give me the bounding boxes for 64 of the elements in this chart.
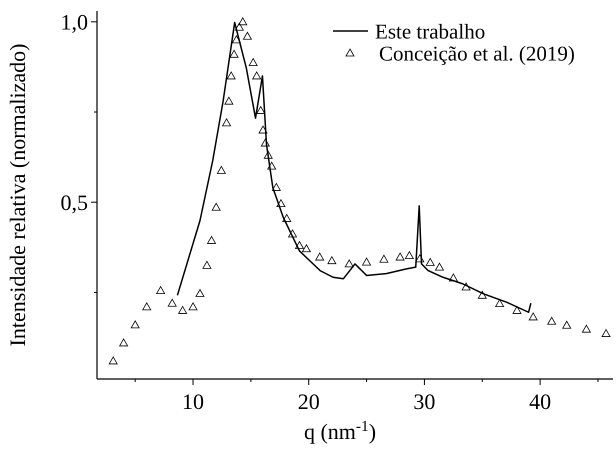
point <box>243 32 252 40</box>
point <box>547 316 556 325</box>
x-axis-title: q (nm$^{-1}$) <box>304 418 376 444</box>
point <box>226 72 236 80</box>
point <box>435 262 444 271</box>
point <box>344 260 354 268</box>
y-tick-label: 0,5 <box>60 190 88 215</box>
point <box>362 258 371 266</box>
point <box>222 118 231 126</box>
point <box>272 183 281 191</box>
point <box>168 298 177 307</box>
point <box>224 96 234 105</box>
point <box>582 324 591 333</box>
point <box>252 72 262 80</box>
legend-label: Este trabalho <box>375 19 486 44</box>
point <box>207 236 216 244</box>
x-tick-label: 40 <box>529 389 552 414</box>
x-tick-label: 10 <box>182 389 204 414</box>
point <box>119 338 128 346</box>
point <box>188 302 198 310</box>
point <box>415 254 424 262</box>
x-tick-label: 20 <box>298 389 320 414</box>
point <box>142 302 152 310</box>
point <box>238 17 248 26</box>
point <box>232 35 241 44</box>
point <box>478 290 487 299</box>
point <box>196 289 204 297</box>
y-axis-title: Intensidade relativa (normalizado) <box>5 44 30 346</box>
point <box>248 58 258 66</box>
point <box>295 241 304 249</box>
y-tick-label: 1,0 <box>60 10 88 35</box>
point <box>462 282 470 290</box>
point <box>426 258 435 266</box>
point <box>315 252 324 260</box>
point <box>528 312 538 320</box>
point <box>234 22 244 31</box>
point <box>288 230 297 238</box>
point <box>327 256 336 264</box>
point <box>282 214 292 222</box>
point <box>212 202 221 211</box>
point <box>258 126 268 134</box>
point <box>230 50 238 58</box>
point <box>276 199 286 208</box>
point <box>260 138 270 146</box>
point <box>602 329 610 337</box>
point <box>202 260 212 269</box>
point <box>396 252 405 260</box>
point <box>302 244 311 252</box>
point <box>256 106 266 114</box>
point <box>108 356 118 364</box>
point <box>448 274 458 282</box>
point <box>404 251 414 260</box>
point <box>380 254 388 263</box>
point <box>178 306 188 314</box>
point <box>264 150 273 159</box>
point <box>156 286 166 294</box>
point <box>267 162 276 170</box>
point <box>130 320 140 328</box>
point <box>216 166 226 174</box>
point <box>495 299 504 307</box>
point <box>512 306 522 314</box>
x-tick-label: 30 <box>413 389 436 414</box>
legend-label: Conceição et al. (2019) <box>379 41 575 66</box>
point <box>562 320 572 329</box>
